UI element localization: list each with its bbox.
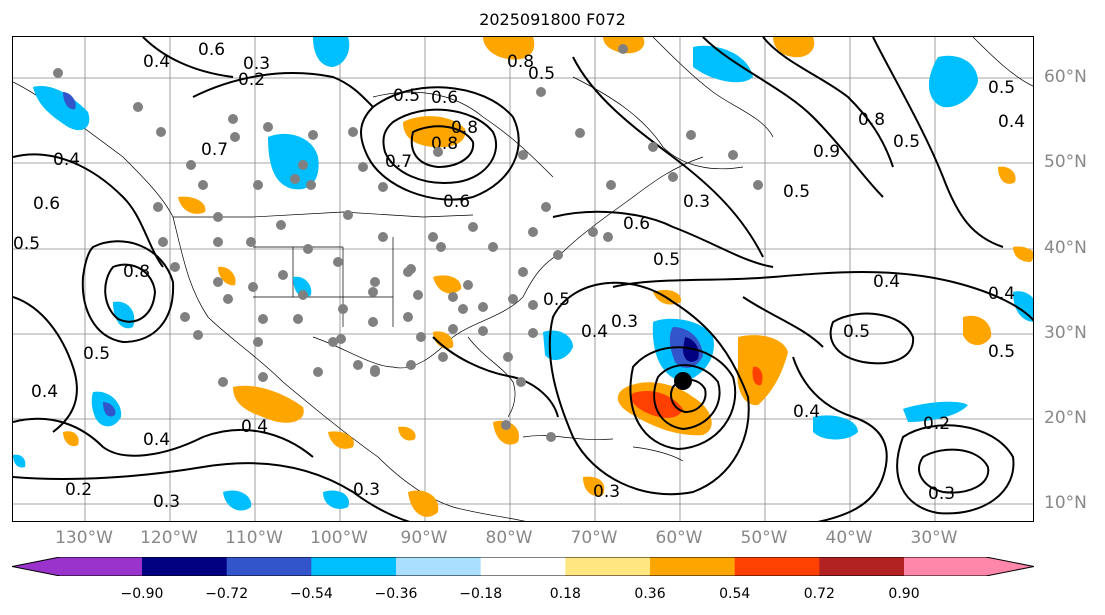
map-svg: 0.6 0.4 0.2 0.5 0.6 0.8 0.7 0.8 0.6 0.5 … [13, 37, 1033, 521]
contour-labels: 0.6 0.4 0.2 0.5 0.6 0.8 0.7 0.8 0.6 0.5 … [13, 40, 1025, 512]
contour-label: 0.2 [923, 414, 950, 434]
coastlines [13, 37, 1033, 521]
contour-label: 0.5 [988, 342, 1015, 362]
contour-label: 0.5 [893, 132, 920, 152]
contour-label: 0.4 [53, 150, 80, 170]
lon-label-30w: 30°W [910, 528, 958, 548]
colorbar-tick-label: 0.90 [888, 586, 920, 602]
contour-label: 0.6 [431, 88, 458, 108]
contour-label: 0.4 [998, 112, 1025, 132]
contour-label: 0.4 [793, 402, 820, 422]
contour-label: 0.6 [623, 214, 650, 234]
colorbar-tick-label: −0.72 [205, 586, 249, 602]
colorbar-bin [226, 557, 312, 576]
colorbar-tick-label: 0.72 [803, 586, 835, 602]
contour-label: 0.5 [653, 250, 680, 270]
lon-label-70w: 70°W [570, 528, 618, 548]
contour-label: 0.4 [241, 417, 268, 437]
colorbar-under-arrow [12, 557, 142, 576]
contour-label: 0.4 [873, 272, 900, 292]
colorbar [12, 557, 1034, 576]
colorbar-bins [142, 557, 905, 576]
contour-label: 0.8 [123, 262, 150, 282]
contour-label: 0.4 [581, 322, 608, 342]
colorbar-tick-label: −0.90 [120, 586, 164, 602]
contour-label: 0.3 [928, 484, 955, 504]
colorbar-tick-label: 0.18 [549, 586, 581, 602]
lon-label-130w: 130°W [55, 528, 113, 548]
lon-label-90w: 90°W [400, 528, 448, 548]
lat-label-40n: 40°N [1044, 238, 1087, 258]
contour-label: 0.7 [201, 140, 228, 160]
map-panel: 0.6 0.4 0.2 0.5 0.6 0.8 0.7 0.8 0.6 0.5 … [12, 36, 1034, 522]
contour-label: 0.2 [238, 70, 265, 90]
contour-label: 0.5 [843, 322, 870, 342]
contour-label: 0.2 [65, 480, 92, 500]
colorbar-tick-label: −0.54 [289, 586, 333, 602]
contour-label: 0.4 [31, 382, 58, 402]
contour-label: 0.5 [543, 290, 570, 310]
colorbar-bin [396, 557, 482, 576]
contour-label: 0.5 [393, 86, 420, 106]
contour-label: 0.4 [988, 284, 1015, 304]
lon-label-80w: 80°W [485, 528, 533, 548]
lon-label-100w: 100°W [310, 528, 368, 548]
contour-label: 0.3 [593, 482, 620, 502]
contour-label: 0.3 [243, 54, 270, 74]
storm-center-marker [674, 372, 692, 390]
lon-label-120w: 120°W [140, 528, 198, 548]
colorbar-tick-label: 0.36 [634, 586, 666, 602]
contour-label: 0.8 [858, 110, 885, 130]
colorbar-bin [819, 557, 905, 576]
colorbar-bin [650, 557, 736, 576]
contour-label: 0.8 [451, 118, 478, 138]
contour-label: 0.5 [83, 344, 110, 364]
colorbar-bin [311, 557, 397, 576]
contour-label: 0.3 [353, 480, 380, 500]
colorbar-bin [565, 557, 651, 576]
colorbar-over-arrow [904, 557, 1034, 576]
lon-label-50w: 50°W [740, 528, 788, 548]
contour-label: 0.8 [507, 52, 534, 72]
lat-label-10n: 10°N [1044, 493, 1087, 513]
figure-title: 2025091800 F072 [479, 10, 626, 29]
lat-label-30n: 30°N [1044, 323, 1087, 343]
colorbar-bin [142, 557, 228, 576]
contour-label: 0.9 [813, 142, 840, 162]
graticule [13, 37, 1033, 521]
lat-label-50n: 50°N [1044, 152, 1087, 172]
colorbar-bin [480, 557, 566, 576]
contour-label: 0.5 [528, 64, 555, 84]
lat-label-60n: 60°N [1044, 67, 1087, 87]
contour-label: 0.4 [143, 52, 170, 72]
colorbar-bin [734, 557, 820, 576]
contour-label: 0.7 [385, 152, 412, 172]
contour-lines [13, 37, 1033, 521]
contour-label: 0.6 [443, 192, 470, 212]
colorbar-tick-label: −0.36 [374, 586, 418, 602]
station-markers [53, 44, 763, 442]
colorbar-tick-label: −0.18 [459, 586, 503, 602]
colorbar-tick-label: 0.54 [719, 586, 751, 602]
contour-label: 0.5 [13, 234, 40, 254]
lon-label-110w: 110°W [225, 528, 283, 548]
contour-label: 0.3 [611, 312, 638, 332]
contour-label: 0.6 [33, 194, 60, 214]
contour-label: 0.5 [988, 78, 1015, 98]
contour-label: 0.6 [198, 40, 225, 60]
contour-label: 0.3 [683, 192, 710, 212]
lon-label-40w: 40°W [825, 528, 873, 548]
contour-label: 0.3 [153, 492, 180, 512]
lat-label-20n: 20°N [1044, 408, 1087, 428]
lon-label-60w: 60°W [655, 528, 703, 548]
contour-label: 0.5 [783, 182, 810, 202]
contour-label: 0.4 [143, 430, 170, 450]
